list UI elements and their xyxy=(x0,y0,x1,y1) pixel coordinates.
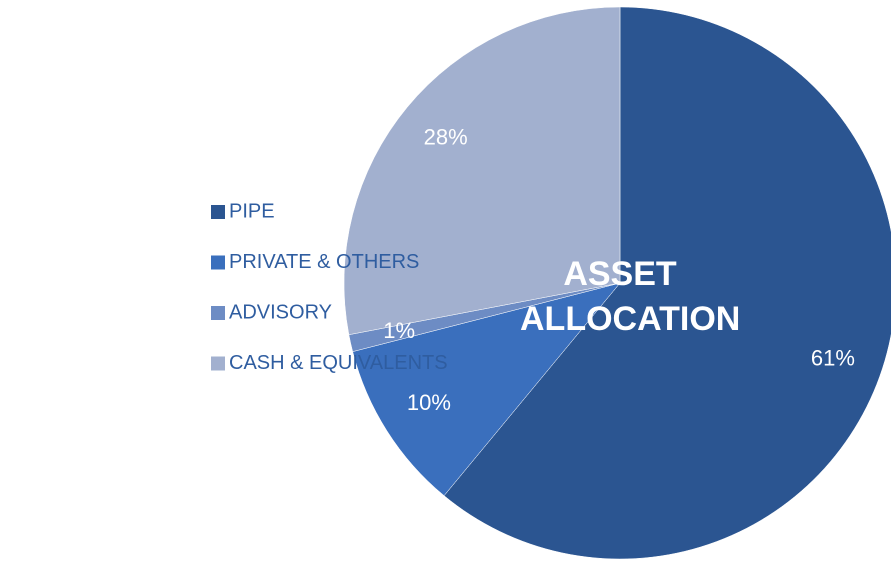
legend-label: PIPE xyxy=(229,200,275,222)
legend-label: CASH & EQUIVALENTS xyxy=(229,352,448,374)
slice-label: 28% xyxy=(424,125,468,150)
slice-label: 1% xyxy=(383,318,415,343)
legend-swatch xyxy=(211,356,225,371)
legend-swatch xyxy=(211,205,225,219)
legend-label: ADVISORY xyxy=(229,301,332,323)
title-box: ASSET ALLOCATION xyxy=(520,255,741,338)
legend-swatch xyxy=(211,306,225,320)
chart-title: ASSET ALLOCATION xyxy=(520,255,741,338)
slice-label: 61% xyxy=(811,345,855,370)
legend-swatch xyxy=(211,255,225,270)
slice xyxy=(343,6,621,336)
pie xyxy=(343,6,891,560)
legend-label: PRIVATE & OTHERS xyxy=(229,251,419,273)
slice-label: 10% xyxy=(407,390,451,415)
slice xyxy=(352,282,621,497)
slice xyxy=(443,6,891,560)
